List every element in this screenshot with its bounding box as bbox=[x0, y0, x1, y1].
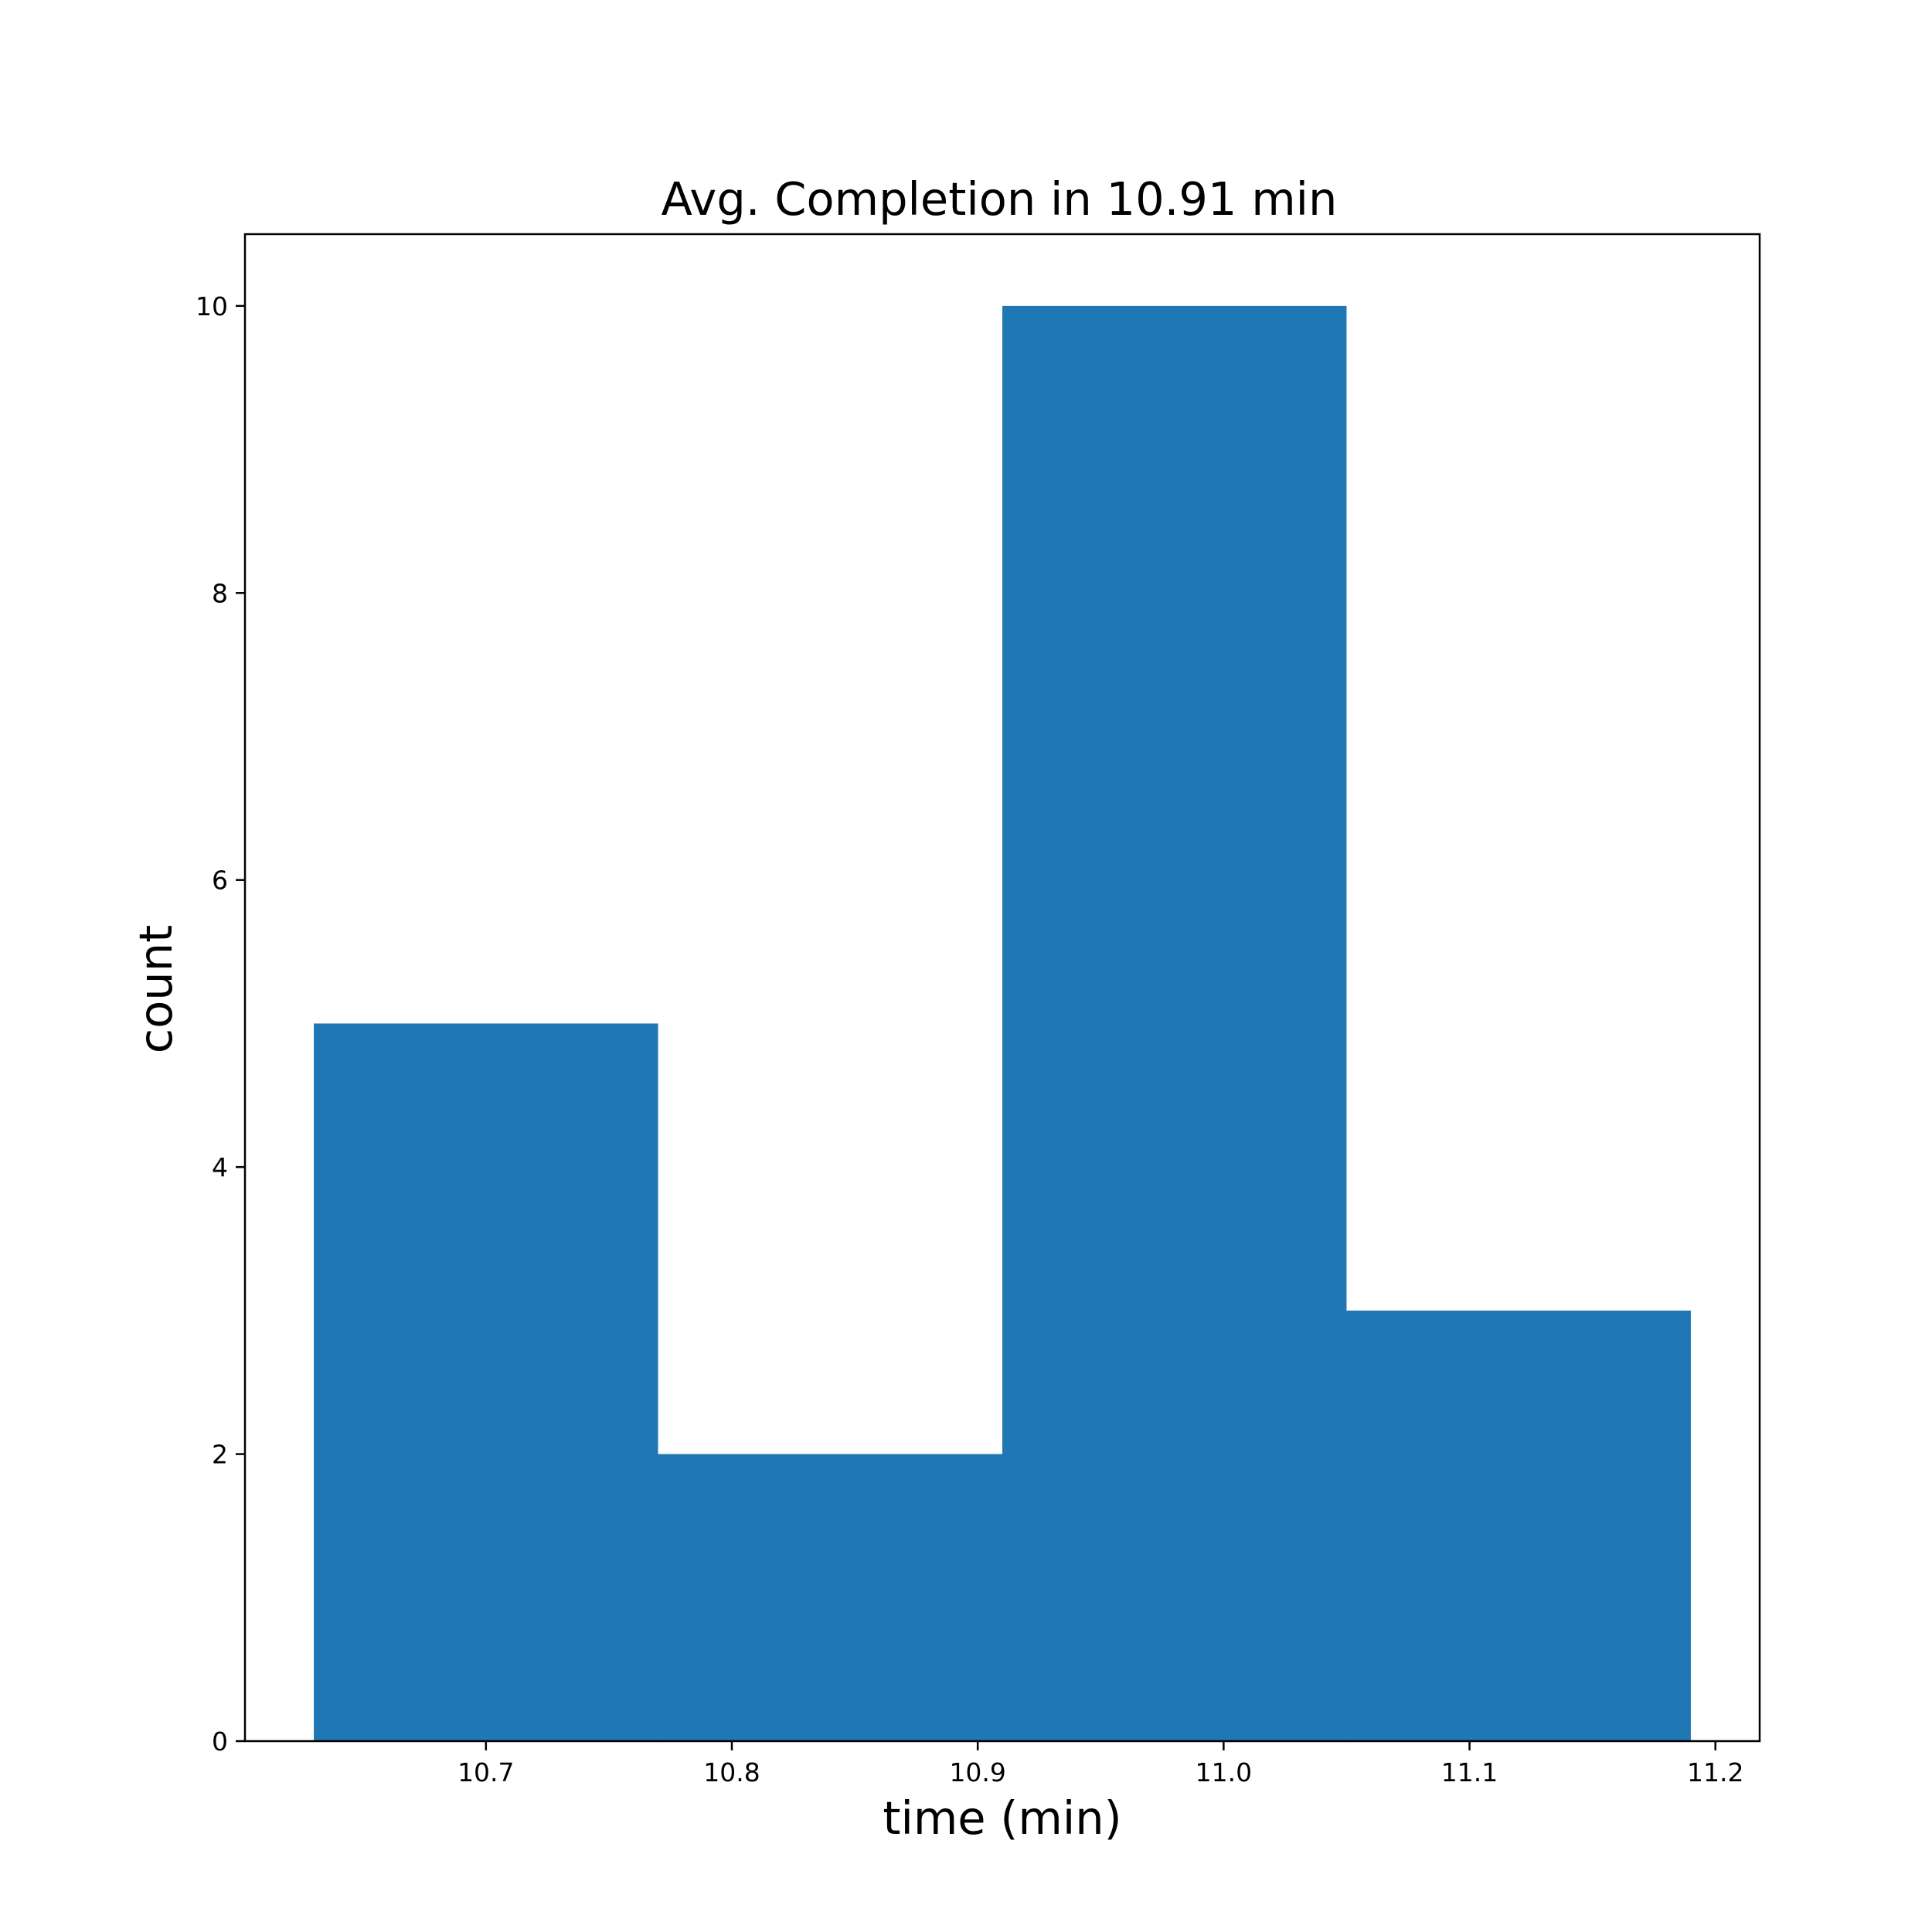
y-tick-label-4: 6 bbox=[212, 866, 228, 896]
x-axis-label: time (min) bbox=[883, 1791, 1121, 1845]
y-tick-label-6: 10 bbox=[196, 291, 228, 321]
histogram-bar-1 bbox=[314, 1023, 658, 1741]
x-tick-label-5: 11.1 bbox=[1441, 1757, 1498, 1787]
histogram-bar-4 bbox=[1346, 1310, 1691, 1741]
plot-frame bbox=[243, 233, 1761, 1743]
x-tick-label-3: 10.9 bbox=[949, 1757, 1005, 1787]
y-axis-label: count bbox=[129, 925, 182, 1053]
x-tick-label-2: 10.8 bbox=[703, 1757, 760, 1787]
chart-title: Avg. Completion in 10.91 min bbox=[662, 172, 1338, 226]
y-tick-label-5: 8 bbox=[212, 578, 228, 608]
x-tick-label-4: 11.0 bbox=[1196, 1757, 1252, 1787]
y-tick-label-1: 0 bbox=[212, 1726, 228, 1757]
y-tick-label-3: 4 bbox=[212, 1152, 228, 1182]
x-tick-label-6: 11.2 bbox=[1687, 1757, 1743, 1787]
x-tick-label-1: 10.7 bbox=[457, 1757, 514, 1787]
y-tick-label-2: 2 bbox=[212, 1440, 228, 1470]
bars-group bbox=[314, 305, 1691, 1741]
histogram-bar-3 bbox=[1002, 305, 1347, 1741]
x-axis-ticks: 10.7 10.8 10.9 11.0 11.1 11.2 bbox=[457, 1741, 1743, 1787]
y-axis-ticks: 0 2 4 6 8 10 bbox=[196, 291, 245, 1757]
histogram-bar-2 bbox=[658, 1454, 1002, 1741]
